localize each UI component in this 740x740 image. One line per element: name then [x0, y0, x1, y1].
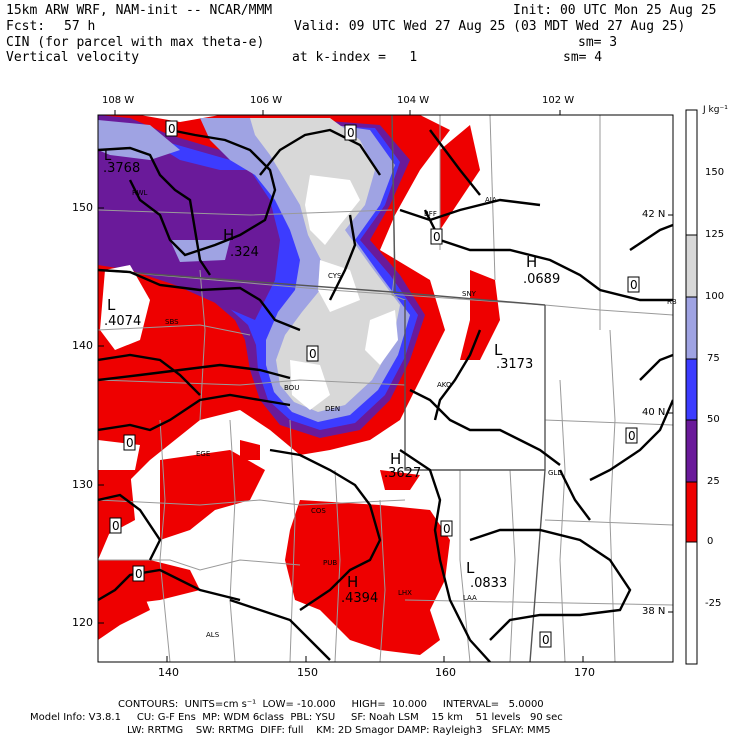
model-title: 15km ARW WRF, NAM-init -- NCAR/MMM: [6, 3, 273, 18]
x-tick-170: 170: [574, 666, 595, 679]
svg-text:0: 0: [630, 278, 638, 292]
smoothing-1: sm= 3: [578, 35, 618, 50]
y-tick-140: 140: [72, 339, 93, 352]
svg-text:0: 0: [542, 633, 550, 647]
high-marker-1: H: [223, 226, 234, 244]
high-value-4: .4394: [341, 591, 378, 606]
colorbar: [685, 109, 698, 665]
colorbar-125: 125: [705, 229, 725, 240]
model-info: Model Info: V3.8.1 CU: G-F Ens MP: WDM 6…: [30, 712, 563, 723]
forecast-hour: 57 h: [64, 19, 96, 34]
low-marker-2: L: [107, 296, 116, 314]
valid-time: Valid: 09 UTC Wed 27 Aug 25 (03 MDT Wed …: [294, 19, 686, 34]
svg-text:0: 0: [168, 122, 176, 136]
high-marker-2: H: [526, 253, 537, 271]
lat-label-38: 38 N: [642, 606, 666, 617]
y-tick-150: 150: [72, 201, 93, 214]
x-tick-150: 150: [297, 666, 318, 679]
svg-text:0: 0: [628, 429, 636, 443]
lat-label-40: 40 N: [642, 407, 666, 418]
smoothing-2: sm= 4: [563, 50, 603, 65]
city-laa: LAA: [463, 594, 477, 602]
svg-text:0: 0: [112, 519, 120, 533]
model-info-2: LW: RRTMG SW: RRTMG DIFF: full KM: 2D Sm…: [127, 725, 551, 736]
high-value-2: .0689: [523, 272, 560, 287]
city-lhx: LHX: [398, 589, 412, 597]
colorbar-50: 50: [707, 414, 720, 425]
field-cin-title: CIN (for parcel with max theta-e): [6, 35, 265, 50]
svg-text:0: 0: [347, 126, 355, 140]
city-pub: PUB: [323, 559, 337, 567]
colorbar-100: 100: [705, 291, 725, 302]
svg-text:0: 0: [433, 230, 441, 244]
lon-label-108: 108 W: [102, 95, 135, 106]
field-vv-title: Vertical velocity: [6, 50, 140, 65]
city-ege: EGE: [196, 450, 210, 458]
city-bff: BFF: [424, 210, 437, 218]
forecast-label: Fcst:: [6, 19, 46, 34]
low-value-4: .0833: [470, 576, 507, 591]
city-rb: RB: [667, 298, 677, 306]
lon-label-106: 106 W: [250, 95, 283, 106]
city-bou: BOU: [284, 384, 299, 392]
colorbar-unit: J kg⁻¹: [703, 105, 728, 115]
city-den: DEN: [325, 405, 340, 413]
city-cys: CYS: [328, 272, 342, 280]
map-frame: [97, 114, 674, 663]
svg-text:0: 0: [309, 347, 317, 361]
city-ako: AKO: [437, 381, 452, 389]
vv-contours: [98, 128, 673, 662]
high-value-1: .324: [230, 245, 259, 260]
init-time: Init: 00 UTC Mon 25 Aug 25: [513, 3, 717, 18]
high-marker-4: H: [347, 573, 358, 591]
lon-label-102: 102 W: [542, 95, 575, 106]
high-marker-3: H: [390, 450, 401, 468]
city-sny: SNY: [462, 290, 477, 298]
y-tick-120: 120: [72, 616, 93, 629]
low-value-1: .3768: [103, 161, 140, 176]
x-tick-140: 140: [158, 666, 179, 679]
x-tick-160: 160: [435, 666, 456, 679]
colorbar-minus25: -25: [705, 598, 722, 609]
zero-contour-labels: 0 0 0 0 0 0 0 0 0 0 0: [109, 120, 640, 648]
city-gld: GLD: [548, 469, 563, 477]
city-rwl: RWL: [132, 189, 148, 197]
svg-text:0: 0: [126, 436, 134, 450]
axis-ticks: [98, 110, 673, 662]
city-sbs: SBS: [165, 318, 179, 326]
y-tick-130: 130: [72, 478, 93, 491]
city-aia: AIA: [485, 196, 497, 204]
low-marker-4: L: [466, 559, 475, 577]
colorbar-25: 25: [707, 476, 720, 487]
colorbar-75: 75: [707, 353, 720, 364]
colorbar-150: 150: [705, 167, 725, 178]
low-value-3: .3173: [496, 357, 533, 372]
low-value-2: .4074: [104, 314, 141, 329]
city-cos: COS: [311, 507, 326, 515]
state-borders: [98, 115, 546, 662]
low-marker-1: L: [104, 149, 112, 164]
lat-label-42: 42 N: [642, 209, 666, 220]
low-marker-3: L: [494, 341, 503, 359]
lon-label-104: 104 W: [397, 95, 430, 106]
high-value-3: .3627: [384, 466, 421, 481]
contours-info: CONTOURS: UNITS=cm s⁻¹ LOW= -10.000 HIGH…: [118, 699, 544, 710]
city-als: ALS: [206, 631, 220, 639]
svg-text:0: 0: [135, 567, 143, 581]
k-index: at k-index = 1: [292, 50, 418, 65]
colorbar-0: 0: [707, 536, 714, 547]
svg-text:0: 0: [443, 522, 451, 536]
